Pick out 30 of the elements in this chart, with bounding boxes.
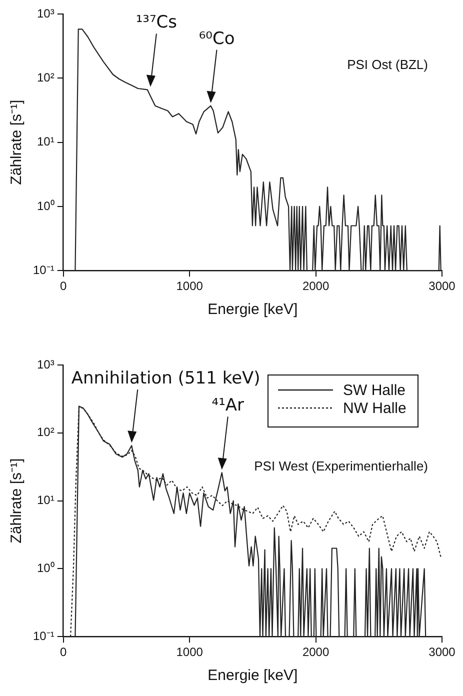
x-tick-label: 0 bbox=[60, 279, 67, 294]
annotation: ¹³⁷Cs bbox=[136, 12, 178, 33]
annotation: ⁴¹Ar bbox=[212, 396, 244, 416]
x-tick-label: 1000 bbox=[176, 279, 204, 294]
y-tick-label: 10⁻¹ bbox=[33, 628, 54, 643]
x-tick-label: 2000 bbox=[302, 279, 330, 294]
annotation: ⁶⁰Co bbox=[198, 28, 235, 49]
y-tick-label: 10⁰ bbox=[36, 198, 54, 213]
y-tick-label: 10⁰ bbox=[36, 561, 54, 576]
y-tick-label: 10² bbox=[37, 425, 54, 440]
annotation: PSI West (Experimentierhalle) bbox=[254, 458, 428, 474]
x-tick-label: 3000 bbox=[428, 645, 456, 660]
annotation: PSI Ost (BZL) bbox=[347, 56, 428, 72]
annotation: Annihilation (511 keV) bbox=[71, 368, 260, 389]
y-axis-title: Zählrate [s⁻¹] bbox=[8, 100, 26, 185]
y-tick-label: 10¹ bbox=[37, 134, 54, 149]
y-tick-label: 10³ bbox=[37, 6, 54, 20]
x-axis-title: Energie [keV] bbox=[208, 301, 298, 318]
legend-label: SW Halle bbox=[343, 382, 406, 400]
x-axis-title: Energie [keV] bbox=[208, 667, 298, 684]
x-tick-label: 1000 bbox=[176, 645, 204, 660]
y-tick-label: 10¹ bbox=[37, 493, 54, 508]
y-tick-label: 10⁻¹ bbox=[33, 262, 54, 277]
legend-label: NW Halle bbox=[343, 400, 406, 418]
y-tick-label: 10³ bbox=[37, 357, 54, 372]
y-axis-title: Zählrate [s⁻¹] bbox=[8, 458, 26, 544]
x-tick-label: 2000 bbox=[302, 645, 330, 660]
y-tick-label: 10² bbox=[37, 70, 54, 84]
x-tick-label: 0 bbox=[60, 645, 67, 660]
x-tick-label: 3000 bbox=[428, 279, 456, 294]
